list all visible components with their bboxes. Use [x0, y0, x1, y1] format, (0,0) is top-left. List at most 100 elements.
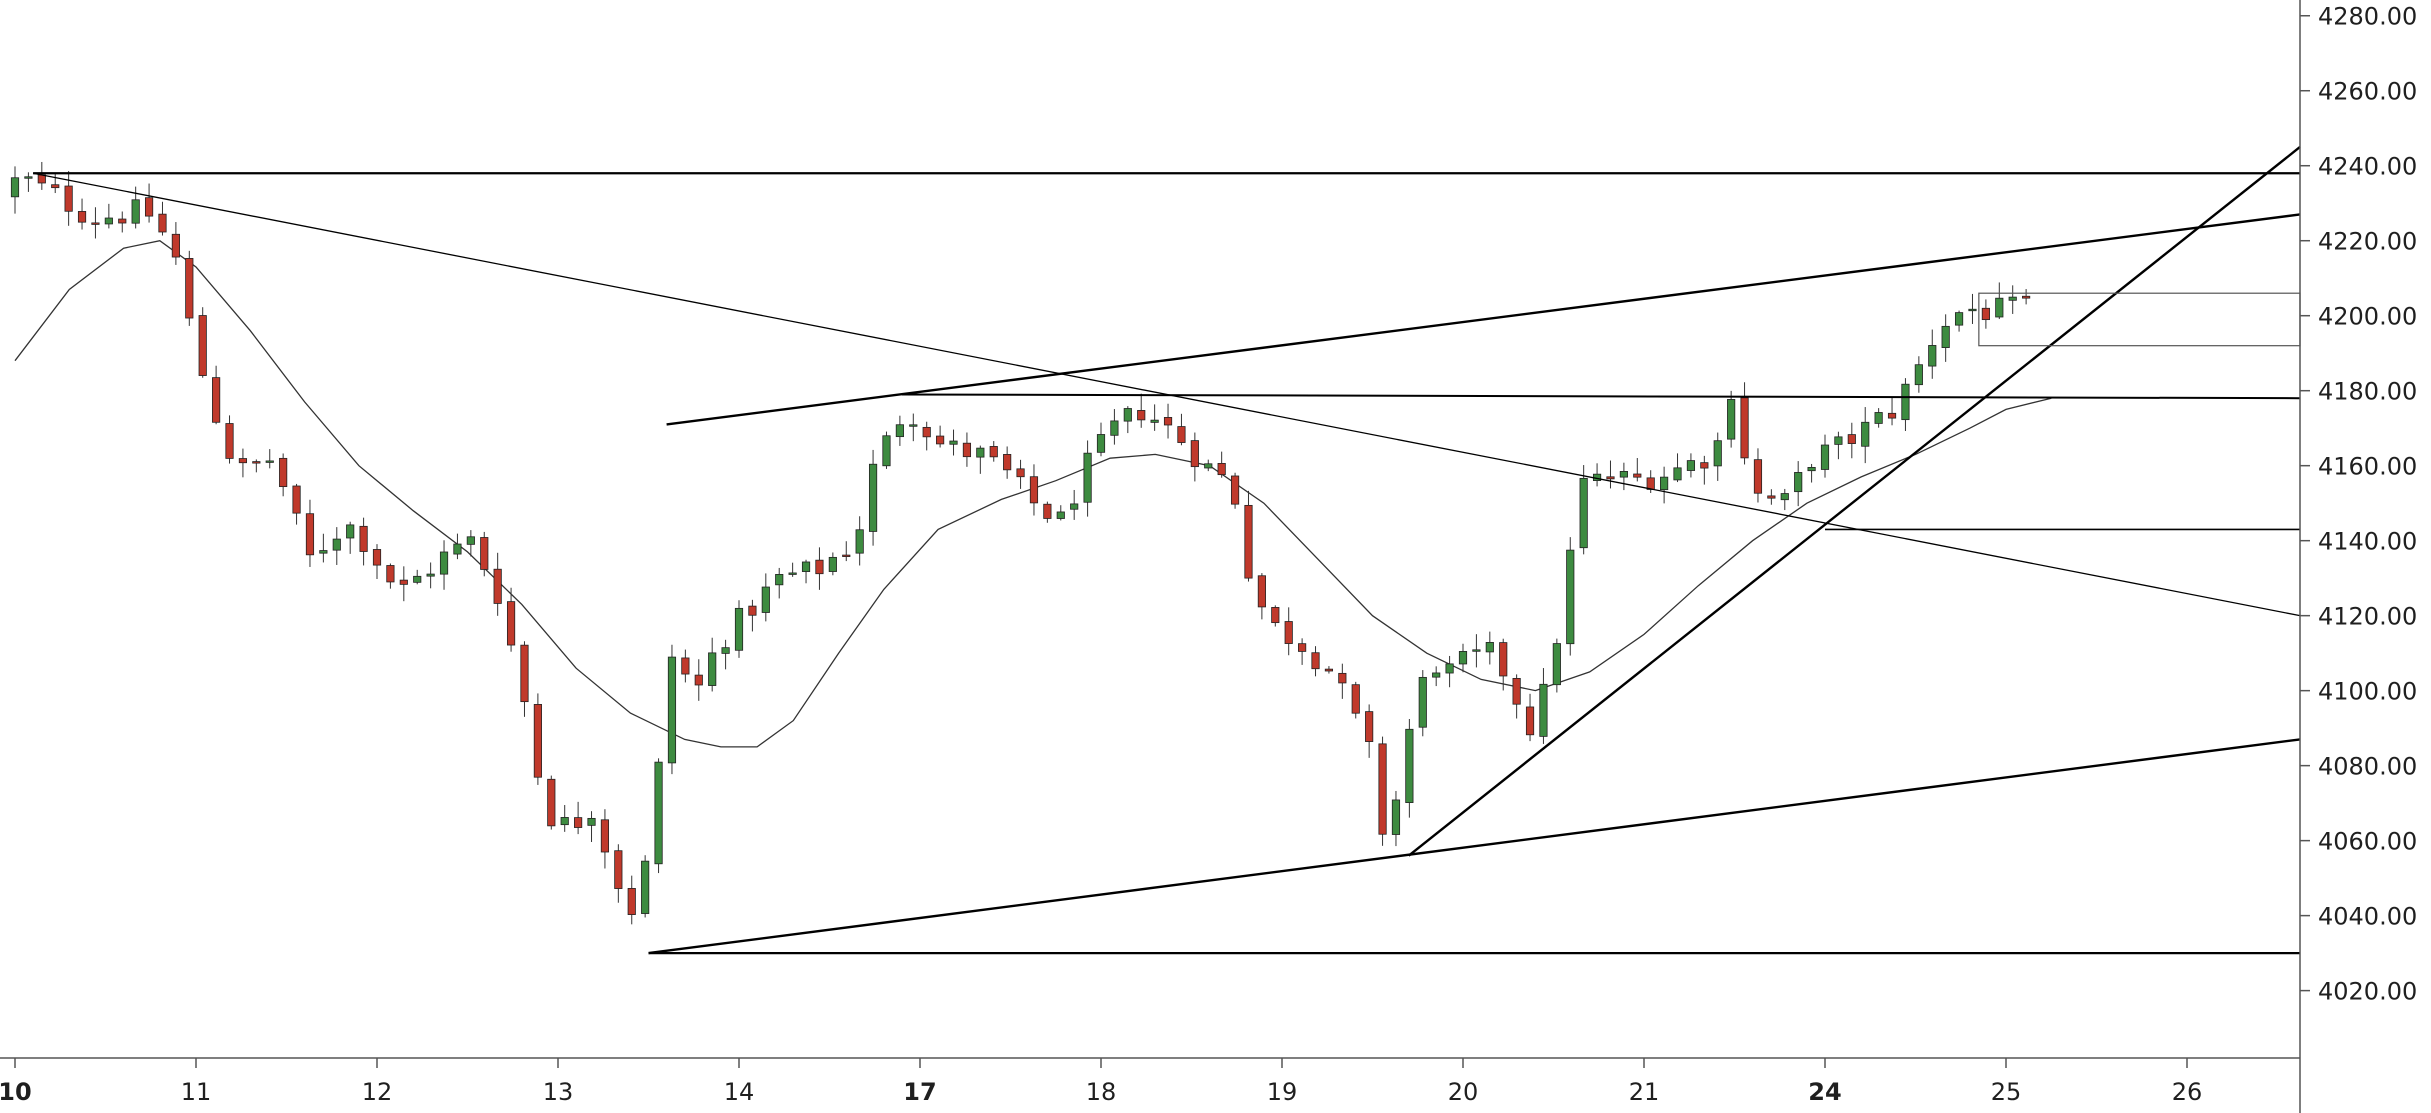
candle — [801, 559, 811, 584]
candle — [574, 801, 583, 835]
candle — [386, 563, 395, 589]
candle — [775, 567, 784, 599]
candle — [118, 211, 127, 233]
candle-body-up — [2008, 296, 2017, 301]
candle — [547, 775, 556, 830]
candle — [252, 459, 261, 473]
candle-body-down — [359, 525, 368, 552]
candle-body-up — [1941, 325, 1950, 348]
price-tick-label: 4120.00 — [2318, 603, 2417, 631]
candle — [681, 649, 690, 683]
candle — [2022, 289, 2031, 305]
time-tick-label: 25 — [1991, 1078, 2022, 1106]
candle-body-up — [1579, 477, 1588, 549]
resistance-4178[interactable] — [901, 393, 2301, 400]
candle-body-down — [1029, 476, 1039, 504]
candle — [1794, 461, 1803, 507]
candle — [144, 183, 154, 223]
candle-body-up — [909, 424, 918, 427]
candle — [185, 250, 194, 326]
candle — [1190, 432, 1199, 482]
candle — [413, 569, 422, 585]
candle-body-down — [1338, 672, 1347, 684]
candle-body-up — [439, 551, 449, 575]
price-axis[interactable]: 4280.00 4260.00 4240.00 4220.00 4200.00 4180.… — [2299, 0, 2417, 1113]
candle-body-up — [1820, 444, 1830, 470]
candle — [1110, 409, 1119, 445]
candle-body-down — [533, 704, 542, 778]
candle-body-up — [721, 647, 730, 654]
candle — [77, 198, 87, 230]
ascending-support-line[interactable] — [1407, 146, 2301, 857]
candle-body-down — [1767, 495, 1776, 499]
candle-body-down — [1351, 684, 1360, 714]
candle-body-down — [1298, 643, 1307, 652]
candle-body-down — [1365, 711, 1374, 742]
candle — [1713, 432, 1722, 481]
candle-body-down — [1217, 462, 1226, 476]
candle — [936, 425, 945, 448]
candle-body-down — [399, 579, 408, 585]
candle-body-down — [1981, 307, 1990, 321]
candle-body-up — [761, 586, 770, 613]
candle-body-up — [641, 860, 650, 914]
candle-body-down — [1753, 459, 1763, 494]
candle-body-down — [1043, 503, 1052, 519]
candle-body-up — [1834, 436, 1843, 445]
candle — [1003, 446, 1012, 479]
candle — [1780, 488, 1789, 511]
candle — [1592, 463, 1602, 487]
time-tick-label: 12 — [362, 1078, 393, 1106]
candle-body-down — [238, 458, 248, 464]
candle-body-down — [681, 657, 690, 675]
candle-body-down — [198, 315, 207, 376]
candle-body-down — [1740, 397, 1749, 459]
candle-body-up — [1954, 312, 1964, 326]
candle-body-up — [265, 460, 274, 463]
price-tick-label: 4260.00 — [2318, 78, 2417, 106]
candle-body-up — [868, 463, 878, 532]
candle-body-down — [1700, 462, 1709, 469]
range-box[interactable] — [1978, 292, 2301, 347]
candle — [439, 540, 449, 590]
candle — [1230, 472, 1240, 509]
candle — [292, 483, 301, 525]
candle — [1633, 458, 1642, 482]
candle-body-up — [734, 607, 744, 651]
candle — [1700, 455, 1709, 485]
candle — [1458, 643, 1468, 673]
time-tick-label: 26 — [2172, 1078, 2203, 1106]
time-tick-label: 17 — [903, 1078, 936, 1106]
trendlines-layer[interactable] — [32, 146, 2301, 955]
candle — [1284, 607, 1293, 656]
candle — [654, 758, 663, 874]
candle-body-down — [1177, 426, 1186, 443]
candle-body-down — [1163, 417, 1173, 426]
time-axis[interactable]: 10 11 12 13 14 17 18 19 20 21 24 25 26 — [0, 1057, 2300, 1106]
candle-body-up — [1432, 672, 1441, 678]
price-tick-label: 4040.00 — [2318, 903, 2417, 931]
candle — [587, 811, 596, 842]
candle-body-up — [855, 529, 864, 554]
candle-body-down — [1271, 607, 1280, 624]
candle-body-down — [748, 605, 757, 616]
candle-body-up — [1150, 419, 1159, 423]
time-tick-label: 24 — [1808, 1078, 1841, 1106]
candle-body-down — [252, 461, 261, 464]
candle-body-down — [1190, 440, 1199, 468]
upper-channel-line[interactable] — [666, 213, 2301, 426]
candle-body-down — [372, 549, 382, 566]
candle-body-up — [1552, 643, 1561, 686]
lower-channel-line[interactable] — [648, 738, 2301, 955]
candle — [1311, 646, 1320, 677]
candle — [1673, 453, 1682, 483]
candle-body-up — [976, 447, 985, 458]
candle-body-up — [346, 524, 355, 539]
candle — [1445, 655, 1454, 688]
candle — [1485, 631, 1494, 665]
candle — [1378, 736, 1387, 846]
candle-body-up — [1458, 651, 1468, 665]
candle-body-up — [1861, 421, 1870, 447]
